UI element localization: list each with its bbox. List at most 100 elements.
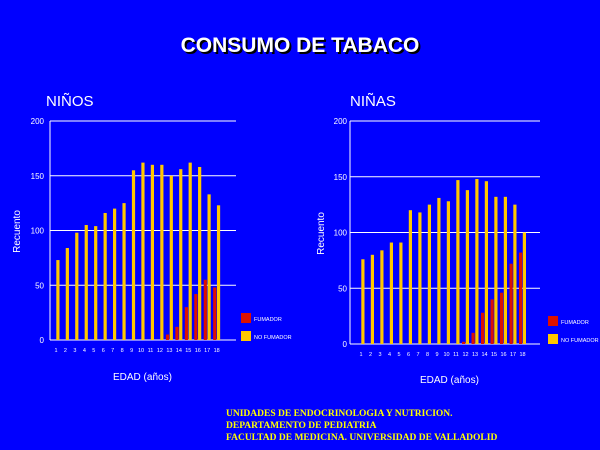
x-tick-label-ninas: 10 xyxy=(443,352,449,358)
legend-swatch-ninos xyxy=(241,313,251,323)
x-tick-label-ninos: 10 xyxy=(138,348,144,354)
legend-swatch-ninas xyxy=(548,316,558,326)
bar-fumador-ninas xyxy=(519,252,523,344)
x-tick-label-ninos: 2 xyxy=(64,348,67,354)
x-tick-label-ninas: 13 xyxy=(472,352,478,358)
legend-label-ninos: FUMADOR xyxy=(254,317,282,323)
bar-no-fumador-ninas xyxy=(437,197,441,344)
x-tick-label-ninos: 5 xyxy=(92,348,95,354)
page-title: CONSUMO DE TABACO xyxy=(180,34,420,57)
x-tick-label-ninas: 1 xyxy=(359,352,362,358)
bar-no-fumador-ninos xyxy=(131,170,136,340)
x-tick-label-ninas: 18 xyxy=(519,352,525,358)
x-tick-label-ninas: 6 xyxy=(407,352,410,358)
bar-no-fumador-ninos xyxy=(94,226,98,340)
bar-no-fumador-ninos xyxy=(188,162,192,340)
bar-no-fumador-ninas xyxy=(418,212,422,344)
bar-no-fumador-ninos xyxy=(65,248,69,340)
legend-label-ninas: FUMADOR xyxy=(561,320,589,326)
footer-line-1: UNIDADES DE ENDOCRINOLOGIA Y NUTRICION. xyxy=(226,409,453,419)
bar-fumador-ninos xyxy=(203,279,207,340)
bar-no-fumador-ninas xyxy=(380,250,384,344)
y-tick-label-ninas: 200 xyxy=(334,117,348,126)
bar-fumador-ninos xyxy=(165,334,170,340)
legend-swatch-ninos xyxy=(241,331,251,341)
x-tick-label-ninas: 4 xyxy=(388,352,391,358)
x-tick-label-ninos: 18 xyxy=(214,348,220,354)
bar-no-fumador-ninos xyxy=(141,162,145,340)
legend-label-ninas: NO FUMADOR xyxy=(561,338,599,344)
y-tick-label-ninas: 50 xyxy=(338,284,347,293)
x-tick-label-ninas: 14 xyxy=(481,352,487,358)
bar-no-fumador-ninos xyxy=(84,225,88,340)
bar-no-fumador-ninos xyxy=(198,166,202,340)
x-tick-label-ninos: 16 xyxy=(195,348,201,354)
x-tick-label-ninas: 3 xyxy=(378,352,381,358)
bar-no-fumador-ninos xyxy=(179,169,183,340)
x-tick-label-ninas: 9 xyxy=(435,352,438,358)
bar-no-fumador-ninas xyxy=(475,178,479,344)
y-tick-label-ninas: 0 xyxy=(343,340,348,349)
bar-no-fumador-ninas xyxy=(370,254,374,344)
bar-no-fumador-ninas xyxy=(446,201,450,344)
x-tick-label-ninos: 1 xyxy=(54,348,57,354)
bar-no-fumador-ninas xyxy=(522,232,526,344)
y-tick-label-ninos: 0 xyxy=(40,336,45,345)
x-tick-label-ninas: 17 xyxy=(510,352,516,358)
bar-no-fumador-ninas xyxy=(465,190,469,344)
bar-fumador-ninos xyxy=(184,307,188,340)
bar-no-fumador-ninas xyxy=(361,259,365,344)
bar-no-fumador-ninos xyxy=(216,205,221,340)
y-tick-label-ninas: 100 xyxy=(334,229,348,238)
x-tick-label-ninos: 11 xyxy=(148,348,154,354)
bar-no-fumador-ninos xyxy=(113,208,117,340)
x-tick-label-ninos: 12 xyxy=(157,348,163,354)
bar-no-fumador-ninas xyxy=(513,204,517,344)
x-tick-label-ninos: 3 xyxy=(73,348,76,354)
bar-no-fumador-ninos xyxy=(56,260,60,340)
bar-no-fumador-ninas xyxy=(399,242,403,344)
y-tick-label-ninas: 150 xyxy=(334,173,348,182)
x-tick-label-ninos: 14 xyxy=(176,348,182,354)
bar-fumador-ninas xyxy=(490,299,494,344)
x-tick-label-ninos: 17 xyxy=(204,348,210,354)
footer-line-3: FACULTAD DE MEDICINA. UNIVERSIDAD DE VAL… xyxy=(226,433,498,443)
x-tick-label-ninos: 15 xyxy=(185,348,191,354)
bar-no-fumador-ninos xyxy=(207,194,211,340)
bar-fumador-ninas xyxy=(462,341,466,344)
chart-title-ninas: NIÑAS xyxy=(350,93,396,110)
bar-fumador-ninos xyxy=(194,294,198,340)
chart-title-ninos: NIÑOS xyxy=(46,93,94,110)
bar-no-fumador-ninos xyxy=(169,175,173,340)
bar-no-fumador-ninas xyxy=(427,204,431,344)
legend-swatch-ninas xyxy=(548,334,558,344)
x-tick-label-ninos: 4 xyxy=(83,348,86,354)
x-tick-label-ninos: 7 xyxy=(111,348,114,354)
x-tick-label-ninas: 16 xyxy=(500,352,506,358)
bar-no-fumador-ninas xyxy=(494,196,498,344)
x-tick-label-ninas: 2 xyxy=(369,352,372,358)
x-tick-label-ninos: 6 xyxy=(102,348,105,354)
bar-no-fumador-ninos xyxy=(160,164,164,340)
bar-no-fumador-ninas xyxy=(456,180,460,344)
bar-no-fumador-ninos xyxy=(122,203,126,340)
x-tick-label-ninas: 8 xyxy=(426,352,429,358)
bar-no-fumador-ninos xyxy=(75,232,79,340)
x-tick-label-ninos: 13 xyxy=(166,348,172,354)
y-tick-label-ninos: 150 xyxy=(31,172,45,181)
bar-fumador-ninos xyxy=(213,287,217,340)
bar-no-fumador-ninas xyxy=(484,181,488,344)
footer-credits: UNIDADES DE ENDOCRINOLOGIA Y NUTRICION. … xyxy=(226,408,497,444)
bar-no-fumador-ninos xyxy=(103,212,107,340)
y-tick-label-ninos: 200 xyxy=(31,117,45,126)
x-axis-label-ninas: EDAD (años) xyxy=(420,375,479,386)
legend-label-ninos: NO FUMADOR xyxy=(254,335,292,341)
bar-no-fumador-ninos xyxy=(150,164,154,340)
x-tick-label-ninos: 8 xyxy=(121,348,124,354)
bar-no-fumador-ninas xyxy=(503,196,507,344)
bar-fumador-ninas xyxy=(471,332,475,344)
x-tick-label-ninas: 5 xyxy=(397,352,400,358)
x-tick-label-ninas: 11 xyxy=(453,352,459,358)
bar-no-fumador-ninas xyxy=(408,210,412,344)
